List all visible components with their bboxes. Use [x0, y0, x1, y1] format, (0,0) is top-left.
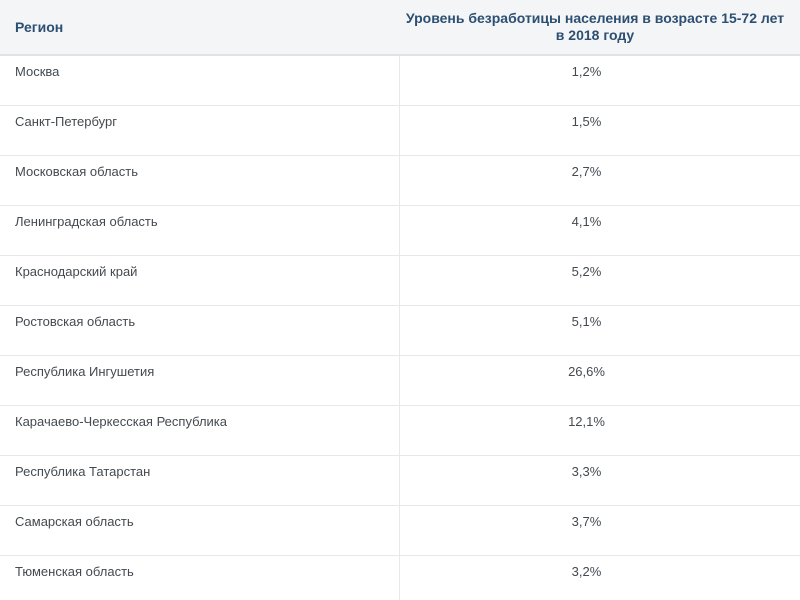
rate-cell: 12,1%	[568, 414, 605, 429]
table-row: Тюменская область 3,2%	[0, 556, 800, 600]
region-cell: Карачаево-Черкесская Республика	[15, 414, 227, 429]
region-cell: Республика Татарстан	[15, 464, 151, 479]
region-cell: Москва	[15, 64, 60, 79]
rate-cell: 2,7%	[571, 164, 602, 179]
table-row: Санкт-Петербург 1,5%	[0, 106, 800, 156]
region-cell: Краснодарский край	[15, 264, 138, 279]
table-row: Республика Татарстан 3,3%	[0, 456, 800, 506]
region-cell: Ростовская область	[15, 314, 136, 329]
region-cell: Санкт-Петербург	[15, 114, 117, 129]
table-body: Москва 1,2% Санкт-Петербург 1,5% Московс…	[0, 56, 800, 600]
table-row: Краснодарский край 5,2%	[0, 256, 800, 306]
table-row: Московская область 2,7%	[0, 156, 800, 206]
rate-cell: 26,6%	[568, 364, 605, 379]
table-row: Ленинградская область 4,1%	[0, 206, 800, 256]
rate-cell: 4,1%	[571, 214, 602, 229]
region-cell: Самарская область	[15, 514, 134, 529]
rate-cell: 1,5%	[571, 114, 602, 129]
region-cell: Тюменская область	[15, 564, 134, 579]
rate-cell: 1,2%	[571, 64, 602, 79]
column-divider	[399, 56, 400, 600]
rate-cell: 3,3%	[571, 464, 602, 479]
table-header: Регион Уровень безработицы населения в в…	[0, 0, 800, 56]
table-row: Москва 1,2%	[0, 56, 800, 106]
rate-cell: 5,2%	[571, 264, 602, 279]
region-cell: Ленинградская область	[15, 214, 158, 229]
table-row: Карачаево-Черкесская Республика 12,1%	[0, 406, 800, 456]
rate-cell: 3,7%	[571, 514, 602, 529]
region-cell: Республика Ингушетия	[15, 364, 155, 379]
region-cell: Московская область	[15, 164, 139, 179]
column-header-unemployment-rate[interactable]: Уровень безработицы населения в возрасте…	[405, 10, 785, 43]
table-row: Самарская область 3,7%	[0, 506, 800, 556]
column-header-region[interactable]: Регион	[15, 18, 64, 35]
table-row: Республика Ингушетия 26,6%	[0, 356, 800, 406]
table-row: Ростовская область 5,1%	[0, 306, 800, 356]
rate-cell: 5,1%	[571, 314, 602, 329]
rate-cell: 3,2%	[571, 564, 602, 579]
